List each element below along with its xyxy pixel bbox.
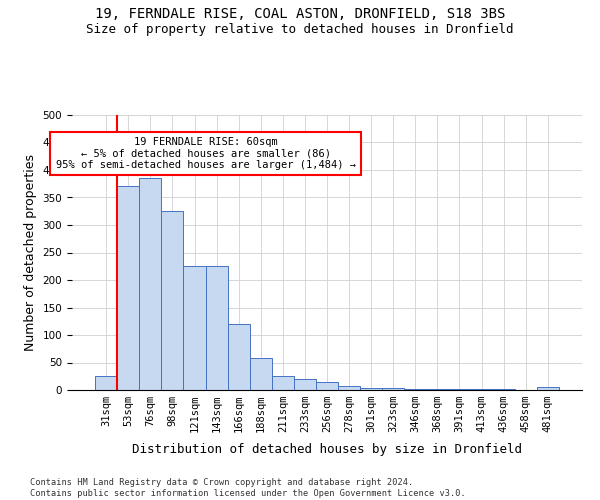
Bar [382, 388, 404, 390]
Text: Contains HM Land Registry data © Crown copyright and database right 2024.
Contai: Contains HM Land Registry data © Crown c… [30, 478, 466, 498]
Bar [139, 178, 161, 390]
Text: 19 FERNDALE RISE: 60sqm
← 5% of detached houses are smaller (86)
95% of semi-det: 19 FERNDALE RISE: 60sqm ← 5% of detached… [56, 137, 356, 170]
Bar [360, 388, 382, 390]
Text: Size of property relative to detached houses in Dronfield: Size of property relative to detached ho… [86, 22, 514, 36]
Y-axis label: Number of detached properties: Number of detached properties [24, 154, 37, 351]
Bar [537, 387, 559, 390]
Text: 19, FERNDALE RISE, COAL ASTON, DRONFIELD, S18 3BS: 19, FERNDALE RISE, COAL ASTON, DRONFIELD… [95, 8, 505, 22]
Bar [404, 389, 427, 390]
Bar [95, 376, 117, 390]
Bar [161, 211, 184, 390]
Bar [184, 266, 206, 390]
Bar [294, 379, 316, 390]
Bar [227, 324, 250, 390]
Bar [316, 382, 338, 390]
Bar [338, 386, 360, 390]
Bar [272, 376, 294, 390]
Text: Distribution of detached houses by size in Dronfield: Distribution of detached houses by size … [132, 442, 522, 456]
Bar [250, 358, 272, 390]
Bar [117, 186, 139, 390]
Bar [206, 266, 227, 390]
